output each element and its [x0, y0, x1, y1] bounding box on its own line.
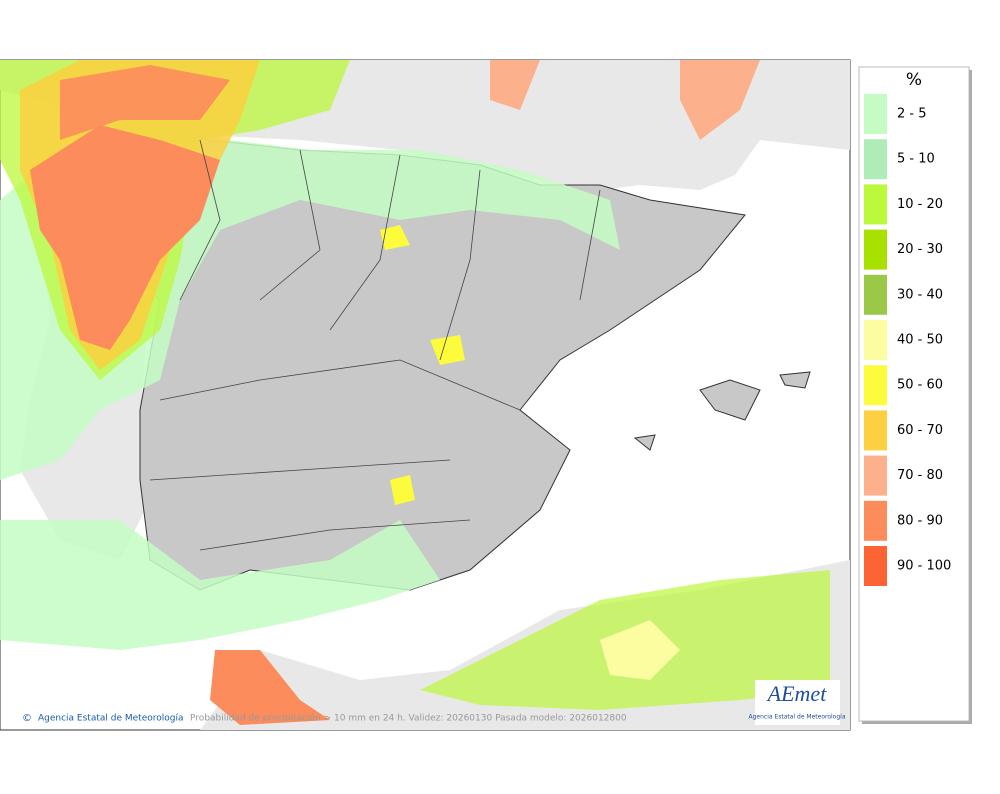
legend-swatch	[864, 229, 887, 270]
borders	[149, 139, 601, 551]
legend-swatch	[864, 365, 887, 406]
logo-box	[755, 680, 840, 725]
legend-label: 20 - 30	[897, 242, 943, 257]
legend-label: 80 - 90	[897, 513, 943, 528]
map	[0, 59, 851, 731]
shade-70-80	[490, 60, 760, 140]
legend-label: 50 - 60	[897, 378, 943, 393]
shade-40-50	[600, 620, 680, 680]
credit: Agencia Estatal de Meteorología	[38, 714, 184, 724]
shade-80-90	[210, 650, 330, 725]
legend-swatch	[864, 410, 887, 451]
islands	[633, 371, 811, 451]
legend-swatch	[864, 546, 887, 586]
legend-label: 5 - 10	[897, 152, 935, 167]
logo: AEmet Agencia Estatal de Meteorología	[749, 680, 846, 725]
legend-swatch	[864, 274, 887, 315]
logo-subtitle: Agencia Estatal de Meteorología	[749, 714, 846, 721]
legend-swatch	[864, 184, 887, 225]
shade-80-90	[30, 125, 220, 350]
legend-label: 40 - 50	[897, 333, 943, 348]
credit-icon: ©	[22, 713, 32, 724]
legend-label: 10 - 20	[897, 197, 943, 212]
legend-label: 30 - 40	[897, 287, 943, 302]
legend-label: 2 - 5	[897, 107, 927, 122]
legend-swatch	[864, 139, 887, 180]
legend-swatch	[864, 500, 887, 541]
logo-brand: AEmet	[766, 681, 828, 706]
legend-swatch	[864, 320, 887, 360]
legend-swatch	[864, 94, 887, 134]
legend-label: 90 - 100	[897, 559, 951, 574]
legend-title: %	[906, 70, 922, 90]
shade-80-90	[60, 65, 230, 140]
legend-label: 60 - 70	[897, 423, 943, 438]
legend: % 2 - 5 5 - 10 10 - 20 20 - 30 30 - 40 40 - 5…	[858, 66, 972, 724]
caption: Probabilidad de precipitación > 10 mm en…	[190, 713, 627, 724]
legend-swatch	[864, 455, 887, 496]
legend-label: 70 - 80	[897, 468, 943, 483]
shade-2-5	[0, 520, 440, 650]
